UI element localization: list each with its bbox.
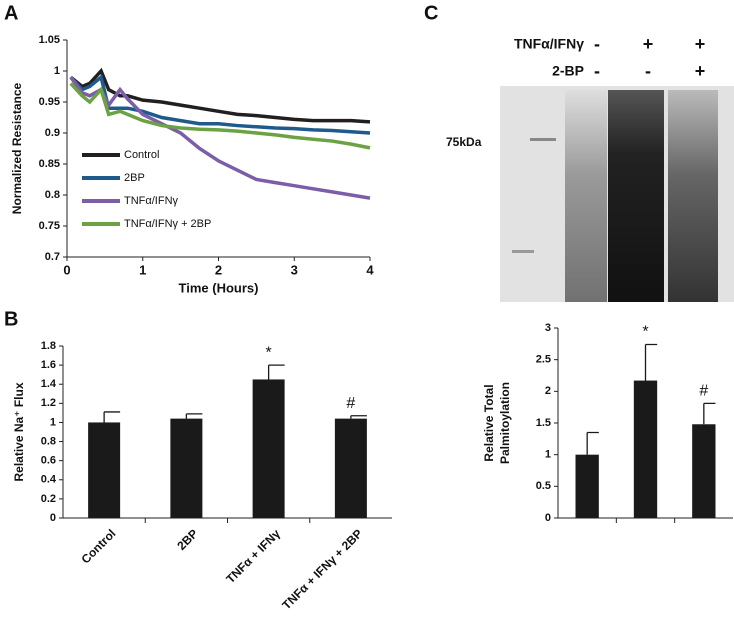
- error-bar: [703, 402, 716, 425]
- x-tick-label: 2BP: [174, 526, 200, 552]
- legend-label: 2BP: [124, 172, 145, 184]
- bar: [252, 379, 285, 518]
- y-tick-label: 1.4: [41, 378, 57, 390]
- error-bar: [267, 364, 285, 380]
- bar: [575, 454, 599, 518]
- bar: [334, 418, 367, 518]
- legend-label: TNFα/IFNγ + 2BP: [124, 218, 211, 230]
- y-tick-label: 0: [545, 512, 551, 524]
- y-tick-label: 0.9: [45, 127, 60, 139]
- mw-marker: 75kDa: [446, 135, 482, 149]
- y-tick-label: 1: [545, 449, 551, 461]
- y-tick-label: 0.7: [45, 251, 60, 263]
- x-tick-label: 4: [366, 262, 374, 277]
- panel-letter: A: [4, 2, 18, 24]
- x-tick-label: Control: [78, 526, 118, 566]
- y-tick-label: 0.8: [41, 435, 56, 447]
- y-axis-label: Palmitoylation: [498, 382, 512, 464]
- error-bar: [185, 413, 203, 419]
- y-tick-label: 1: [50, 416, 56, 428]
- line-series: [69, 67, 371, 124]
- blot-sign: +: [695, 61, 706, 81]
- y-tick-label: 0.2: [41, 493, 56, 505]
- y-tick-label: 1.8: [41, 340, 56, 352]
- x-tick-label: 1: [139, 262, 146, 277]
- line-series: [69, 82, 371, 150]
- blot-lane: [668, 90, 718, 302]
- y-tick-label: 2.5: [536, 354, 551, 366]
- y-tick-label: 0.6: [41, 455, 56, 467]
- significance-marker: *: [642, 324, 648, 341]
- y-tick-label: 1.5: [536, 417, 551, 429]
- blot-sign: +: [695, 34, 706, 54]
- y-axis-label: Normalized Resistance: [10, 82, 24, 214]
- panel-letter: B: [4, 308, 18, 330]
- y-tick-label: 1.05: [39, 34, 60, 46]
- y-tick-label: 0.5: [536, 480, 551, 492]
- x-axis-label: Time (Hours): [179, 280, 259, 295]
- legend-label: Control: [124, 149, 159, 161]
- blot-lane: [608, 90, 664, 302]
- significance-marker: #: [346, 395, 355, 412]
- error-bar: [103, 411, 121, 423]
- x-tick-label: 3: [291, 262, 298, 277]
- error-bar: [350, 415, 367, 419]
- x-tick-label: TNFα + IFNγ + 2BP: [279, 526, 365, 612]
- legend-label: TNFα/IFNγ: [124, 195, 179, 207]
- y-tick-label: 0.85: [39, 158, 60, 170]
- y-tick-label: 0.4: [41, 474, 57, 486]
- x-tick-label: 2: [215, 262, 222, 277]
- bar: [633, 380, 658, 518]
- panel-letter: C: [424, 2, 438, 24]
- y-tick-label: 1.2: [41, 397, 56, 409]
- blot-sign: -: [594, 34, 600, 54]
- y-tick-label: 0: [50, 512, 56, 524]
- significance-marker: *: [266, 344, 272, 361]
- y-tick-label: 1: [54, 65, 60, 77]
- y-tick-label: 0.8: [45, 189, 60, 201]
- blot-sign: +: [643, 34, 654, 54]
- y-tick-label: 0.95: [39, 96, 60, 108]
- blot-sign: -: [645, 61, 651, 81]
- y-tick-label: 0.75: [39, 220, 60, 232]
- blot-sign: -: [594, 61, 600, 81]
- bar: [692, 424, 716, 518]
- line-series: [69, 74, 371, 135]
- y-tick-label: 1.6: [41, 359, 56, 371]
- blot-lane: [565, 90, 607, 302]
- bar: [88, 422, 121, 518]
- blot-row-label: TNFα/IFNγ: [514, 36, 584, 52]
- blot: [500, 86, 734, 302]
- error-bar: [644, 343, 658, 381]
- y-axis-label: Relative Na⁺ Flux: [12, 382, 26, 481]
- ladder-band: [512, 250, 534, 253]
- blot-row-label: 2-BP: [552, 63, 584, 79]
- x-tick-label: 0: [63, 262, 70, 277]
- y-axis-label: Relative Total: [482, 384, 496, 461]
- ladder-band: [530, 138, 556, 141]
- x-tick-label: TNFα + IFNγ: [223, 526, 283, 586]
- y-tick-label: 2: [545, 385, 551, 397]
- y-tick-label: 3: [545, 322, 551, 334]
- bar: [170, 418, 203, 518]
- error-bar: [586, 431, 599, 455]
- significance-marker: #: [699, 383, 708, 400]
